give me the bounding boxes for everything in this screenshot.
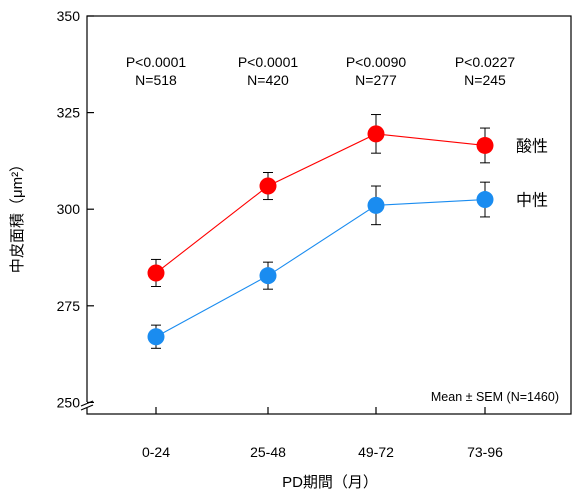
y-axis: 250 275 300 325 350 [57,8,94,410]
p-value-label: P<0.0090 [346,54,407,70]
p-value-label: P<0.0001 [238,54,299,70]
y-tick-label: 300 [57,201,81,217]
axis-break-mark [80,404,94,411]
data-point [476,136,494,154]
p-value-label: P<0.0001 [126,54,187,70]
y-tick-label: 325 [57,105,81,121]
n-label: N=277 [355,72,397,88]
n-label: N=245 [464,72,506,88]
p-value-label: P<0.0227 [455,54,516,70]
data-point [259,267,277,285]
y-axis-title: 中皮面積（μm²） [9,157,26,273]
series-label: 中性 [516,192,548,210]
x-tick-label: 73-96 [467,444,503,460]
x-axis-title: PD期間（月） [282,474,378,491]
n-label: N=518 [135,72,177,88]
data-point [147,264,165,282]
series-line [155,133,486,274]
n-label: N=420 [247,72,289,88]
x-tick-label: 0-24 [142,444,170,460]
chart-note: Mean ± SEM (N=1460) [431,390,559,404]
y-tick-label: 250 [57,394,81,410]
data-point [147,328,165,346]
series-line [155,198,486,338]
annotations: P<0.0001 N=518 P<0.0001 N=420 P<0.0090 N=277 P… [126,54,516,88]
data-point [367,196,385,214]
data-point [259,177,277,195]
series-label: 酸性 [516,137,548,155]
data-point [476,191,494,209]
plot-frame [86,15,572,415]
y-tick-label: 275 [57,298,81,314]
x-axis: 0-24 25-48 49-72 73-96 [142,407,503,460]
data-point [367,125,385,143]
x-tick-label: 25-48 [250,444,286,460]
y-tick-label: 350 [57,8,81,24]
series-group [147,114,494,349]
axis-break-gap [82,402,92,408]
x-tick-label: 49-72 [358,444,394,460]
